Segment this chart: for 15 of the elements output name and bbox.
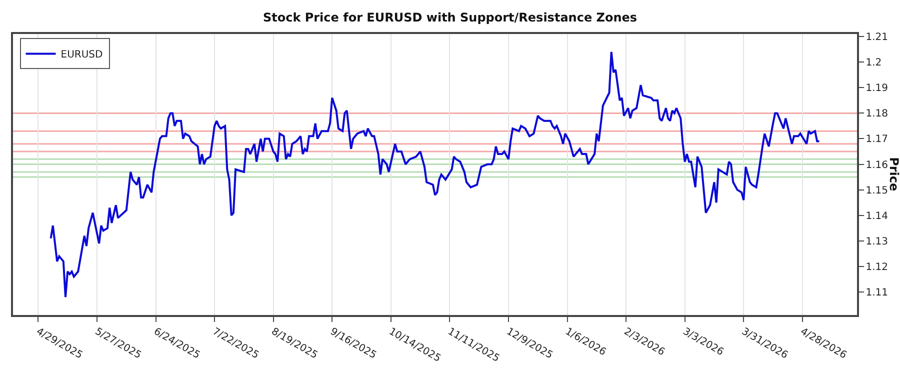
y-tick-label: 1.21 bbox=[866, 32, 888, 44]
y-tick-label: 1.15 bbox=[866, 185, 888, 196]
y-tick-label: 1.16 bbox=[866, 160, 888, 171]
chart-title: Stock Price for EURUSD with Support/Resistance Zones bbox=[262, 10, 638, 25]
y-tick-label: 1.12 bbox=[866, 262, 888, 273]
y-tick-label: 1.13 bbox=[866, 236, 888, 248]
y-tick-label: 1.2 bbox=[866, 58, 882, 69]
y-tick-label: 1.18 bbox=[866, 108, 888, 120]
y-axis-title: Price bbox=[886, 157, 900, 192]
y-tick-label: 1.17 bbox=[866, 134, 888, 146]
legend-label: EURUSD bbox=[60, 50, 104, 61]
y-tick-label: 1.11 bbox=[866, 288, 888, 299]
y-tick-label: 1.14 bbox=[866, 210, 888, 222]
y-tick-label: 1.19 bbox=[866, 83, 888, 94]
line-series bbox=[50, 50, 820, 298]
